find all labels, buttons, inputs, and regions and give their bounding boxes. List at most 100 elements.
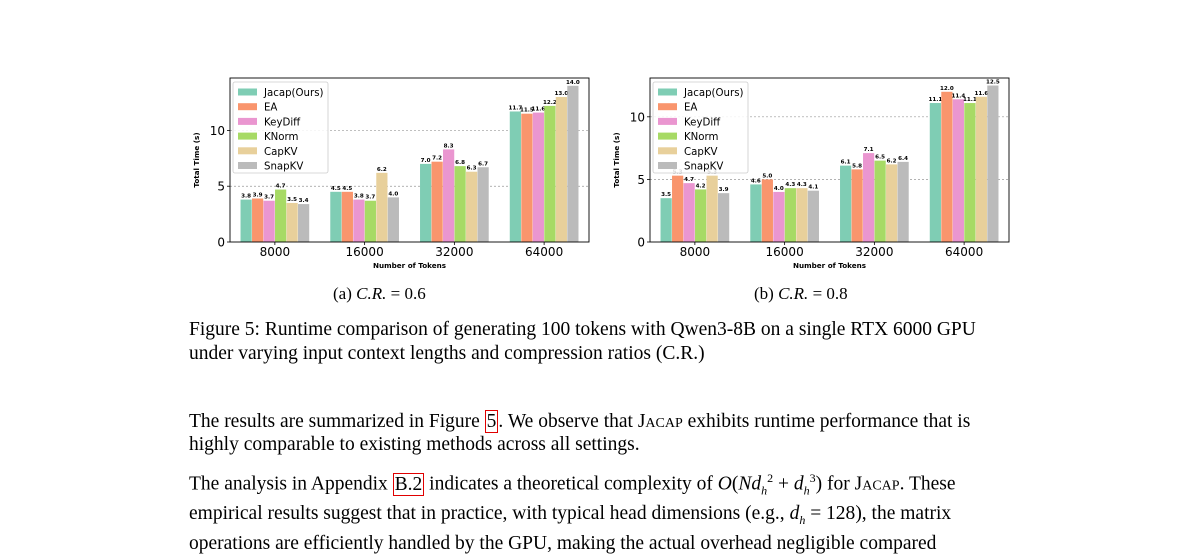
bar: [454, 166, 466, 242]
bar: [275, 189, 287, 242]
legend-entry: KeyDiff: [684, 117, 721, 128]
bar: [544, 105, 556, 242]
legend-entry: SnapKV: [684, 162, 723, 173]
bar: [695, 189, 707, 242]
chart-svg-b: 3.55.34.74.25.33.980004.65.04.04.34.34.1…: [612, 77, 1010, 270]
data-label: 4.2: [696, 183, 706, 189]
subfigure-caption-b: (b) C.R. = 0.8: [754, 284, 848, 303]
data-label: 12.5: [986, 80, 1000, 86]
bar: [555, 96, 567, 242]
bar: [750, 184, 762, 242]
data-label: 3.9: [253, 192, 263, 198]
bar: [886, 164, 898, 242]
y-tick-label: 10: [630, 110, 645, 124]
bar: [964, 103, 976, 242]
data-label: 7.0: [421, 158, 431, 164]
legend-entry: Jacap(Ours): [683, 88, 744, 99]
bar: [240, 199, 252, 242]
bar: [443, 149, 455, 242]
legend-swatch: [238, 147, 257, 155]
bar: [851, 169, 863, 242]
bar: [353, 199, 365, 242]
bar: [420, 163, 432, 242]
data-label: 4.0: [388, 191, 398, 197]
data-label: 4.3: [797, 182, 807, 188]
data-label: 6.1: [841, 160, 851, 166]
bar: [840, 165, 852, 242]
complexity-formula: O: [717, 473, 732, 495]
data-label: 4.7: [684, 177, 694, 183]
bar: [796, 188, 808, 242]
bar: [874, 160, 886, 242]
legend-swatch: [238, 103, 257, 111]
figure-ref-link[interactable]: 5: [484, 410, 499, 433]
legend-entry: KNorm: [264, 132, 299, 143]
bar: [364, 200, 376, 242]
data-label: 6.8: [455, 160, 465, 166]
data-label: 11.7: [508, 105, 522, 111]
method-name-2: Jacap: [854, 473, 900, 495]
y-tick-label: 0: [217, 236, 225, 250]
body-paragraph-2: The analysis in Appendix B.2 indicates a…: [189, 471, 956, 555]
data-label: 5.0: [762, 173, 772, 179]
data-label: 12.2: [543, 100, 557, 106]
data-label: 12.0: [940, 86, 954, 92]
legend-entry: KNorm: [684, 132, 719, 143]
bar: [298, 204, 310, 242]
bar: [807, 190, 819, 242]
x-tick-label: 8000: [680, 245, 711, 259]
body-paragraph-1: The results are summarized in Figure 5. …: [189, 410, 971, 455]
bar: [509, 111, 521, 242]
legend-swatch: [658, 117, 677, 125]
data-label: 3.4: [299, 198, 309, 204]
bar: [387, 197, 399, 242]
runtime-chart-a: 3.8 3.9 3.7 4.7 3.5 3.4 8000 4.5 4.5 3.8 3.7 6.2 4.0…: [188, 72, 598, 282]
data-label: 6.2: [887, 158, 897, 164]
data-label: 13.0: [554, 91, 568, 97]
legend-entry: KeyDiff: [264, 117, 301, 128]
plot-frame: [649, 77, 1010, 243]
bar: [683, 183, 695, 242]
bar: [330, 191, 342, 242]
bar: [863, 153, 875, 242]
data-label: 3.9: [719, 187, 729, 193]
data-label: 14.0: [566, 80, 580, 86]
bar: [784, 188, 796, 242]
x-tick-label: 32000: [855, 245, 893, 259]
data-label: 3.5: [661, 192, 671, 198]
data-label: 6.5: [875, 155, 885, 161]
legend-entry: Jacap(Ours): [263, 88, 324, 99]
y-tick-label: 0: [637, 236, 645, 250]
legend-swatch: [658, 103, 677, 111]
legend-entry: EA: [264, 103, 277, 114]
x-axis-label: Number of Tokens: [373, 261, 446, 270]
legend-swatch: [658, 162, 677, 169]
bar: [431, 161, 443, 242]
bar: [466, 171, 478, 242]
head-dim-formula: d: [789, 503, 800, 525]
legend-swatch: [658, 147, 677, 155]
bar: [263, 200, 275, 242]
data-label: 5.8: [852, 163, 862, 169]
legend-swatch: [658, 132, 677, 140]
bar: [929, 103, 941, 242]
bar: [477, 167, 489, 242]
legend-entry: EA: [684, 103, 697, 114]
legend-swatch: [658, 88, 677, 96]
data-label: 11.5: [520, 108, 534, 114]
data-label: 4.7: [276, 184, 286, 190]
bar: [975, 96, 987, 242]
data-label: 11.6: [531, 107, 545, 113]
figure-caption: Figure 5: Runtime comparison of generati…: [189, 319, 976, 364]
bar: [532, 112, 544, 242]
data-label: 4.5: [331, 186, 341, 192]
bar: [761, 179, 773, 242]
bar: [941, 91, 953, 242]
x-tick-label: 64000: [945, 245, 983, 259]
plot-frame: [229, 77, 590, 243]
bar: [286, 202, 298, 242]
data-label: 3.8: [354, 194, 364, 200]
appendix-ref-link[interactable]: B.2: [392, 472, 425, 496]
legend-entry: CapKV: [264, 147, 298, 158]
legend-swatch: [238, 88, 257, 96]
